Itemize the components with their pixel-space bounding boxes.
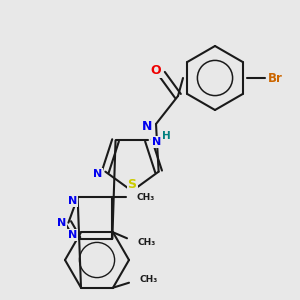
Text: N: N	[142, 119, 152, 133]
Text: S: S	[128, 178, 136, 191]
Text: N: N	[93, 169, 102, 179]
Text: N: N	[57, 218, 66, 228]
Text: CH₃: CH₃	[136, 193, 154, 202]
Text: CH₃: CH₃	[137, 238, 155, 247]
Text: CH₃: CH₃	[139, 275, 157, 284]
Text: O: O	[151, 64, 161, 76]
Text: N: N	[68, 196, 77, 206]
Text: N: N	[152, 137, 161, 147]
Text: H: H	[162, 131, 170, 141]
Text: Br: Br	[268, 71, 282, 85]
Text: N: N	[68, 230, 77, 240]
